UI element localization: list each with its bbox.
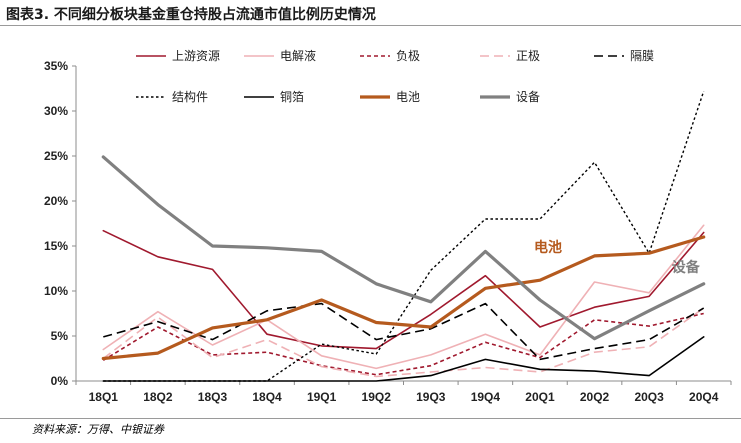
legend-item-3: 负极 — [360, 49, 420, 63]
legend-label: 正极 — [516, 49, 540, 63]
x-tick-label: 20Q3 — [634, 390, 664, 404]
series-line-3 — [102, 312, 704, 376]
legend-item-7: 铜箔 — [244, 89, 304, 104]
y-tick-label: 30% — [44, 104, 68, 118]
x-tick-label: 20Q2 — [580, 390, 610, 404]
series-line-8 — [101, 235, 706, 361]
source-divider — [0, 418, 741, 419]
y-tick-label: 0% — [51, 374, 69, 388]
legend-label: 上游资源 — [172, 49, 220, 63]
x-tick-label: 19Q3 — [416, 390, 446, 404]
y-tick-label: 15% — [44, 239, 68, 253]
x-tick-label: 19Q2 — [362, 390, 392, 404]
title-divider — [0, 25, 741, 26]
legend-label: 隔膜 — [630, 49, 654, 63]
legend-item-4: 正极 — [480, 49, 540, 63]
series-line-9 — [101, 155, 706, 341]
figure-title: 图表3. 不同细分板块基金重仓持股占流通市值比例历史情况 — [6, 7, 376, 23]
x-tick-label: 18Q1 — [89, 390, 119, 404]
legend-label: 负极 — [396, 49, 420, 63]
x-tick-label: 18Q4 — [252, 390, 282, 404]
series-layer — [101, 90, 706, 382]
legend-item-9: 设备 — [480, 90, 540, 104]
legend-item-2: 电解液 — [244, 48, 316, 63]
x-tick-label: 20Q4 — [689, 390, 719, 404]
series-line-1 — [102, 229, 705, 350]
legend-item-6: 结构件 — [136, 89, 208, 104]
legend-item-1: 上游资源 — [136, 49, 220, 63]
series-line-5 — [103, 302, 705, 361]
y-tick-label: 35% — [44, 59, 68, 73]
series-line-2 — [102, 224, 705, 370]
y-tick-label: 20% — [44, 194, 68, 208]
legend-label: 电解液 — [280, 48, 316, 63]
legend-label: 铜箔 — [280, 89, 304, 104]
series-annotation-2: 设备 — [672, 259, 701, 276]
legend-label: 结构件 — [172, 89, 208, 104]
legend-item-5: 隔膜 — [594, 49, 654, 63]
chart-axes: 0% 5% 10% 15% 20% 25% 30% 35% 18Q1 18Q2 18Q3 18Q4 19… — [44, 59, 732, 404]
legend-item-8: 电池 — [360, 90, 420, 104]
legend-label: 电池 — [396, 90, 420, 104]
series-annotation-1: 电池 — [534, 239, 562, 256]
y-tick-label: 25% — [44, 149, 68, 163]
x-tick-label: 19Q4 — [471, 390, 501, 404]
figure-source: 资料来源：万得、中银证券 — [32, 423, 164, 436]
series-line-4 — [102, 307, 705, 378]
series-line-7 — [102, 336, 705, 382]
y-tick-label: 5% — [51, 329, 69, 343]
x-tick-label: 20Q1 — [525, 390, 555, 404]
x-tick-label: 18Q3 — [198, 390, 228, 404]
x-tick-label: 18Q2 — [143, 390, 173, 404]
y-tick-label: 10% — [44, 284, 68, 298]
legend-label: 设备 — [516, 90, 540, 104]
x-tick-label: 19Q1 — [307, 390, 337, 404]
